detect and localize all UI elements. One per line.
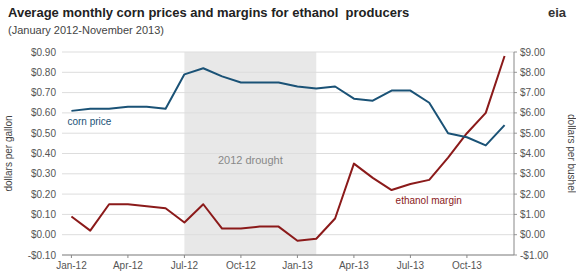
y2-tick-label: $7.00 xyxy=(520,87,545,98)
grid-line xyxy=(62,255,514,256)
grid-line xyxy=(62,112,514,113)
y-axis-label: dollars per gallon xyxy=(3,115,14,191)
logo: eia xyxy=(548,5,567,20)
y-tick-label: $0.40 xyxy=(31,148,56,159)
x-tick-label: Jul-13 xyxy=(397,260,425,271)
y-tick-label: $0.10 xyxy=(31,209,56,220)
x-tick-label: Apr-12 xyxy=(113,260,143,271)
x-tick-label: Apr-13 xyxy=(339,260,369,271)
x-tick-label: Jan-13 xyxy=(282,260,313,271)
title: Average monthly corn prices and margins … xyxy=(8,5,409,20)
y2-tick-label: $6.00 xyxy=(520,107,545,118)
x-tick xyxy=(71,255,72,258)
y2-tick-label: -$1.00 xyxy=(520,250,549,261)
x-tick-label: Oct-12 xyxy=(226,260,256,271)
y2-tick-label: $2.00 xyxy=(520,189,545,200)
y-tick-label: $0.90 xyxy=(31,47,56,58)
series-label: ethanol margin xyxy=(396,195,462,206)
y2-tick-label: $5.00 xyxy=(520,128,545,139)
grid-line xyxy=(62,52,514,53)
y-tick-label: $0.30 xyxy=(31,168,56,179)
y2-tick-label: $4.00 xyxy=(520,148,545,159)
y-tick-label: $0.60 xyxy=(31,107,56,118)
chart: Average monthly corn prices and margins … xyxy=(0,0,576,279)
y2-tick-label: $0.00 xyxy=(520,229,545,240)
y2-tick-label: $9.00 xyxy=(520,47,545,58)
y-tick-label: -$0.10 xyxy=(28,250,57,261)
x-tick-label: Oct-13 xyxy=(452,260,482,271)
y2-tick-label: $3.00 xyxy=(520,168,545,179)
y-tick-label: $0.50 xyxy=(31,128,56,139)
x-tick xyxy=(127,255,128,258)
x-axis xyxy=(62,255,514,256)
lines xyxy=(71,56,504,241)
x-tick xyxy=(466,255,467,258)
series-label: corn price xyxy=(67,116,111,127)
y2-tick-label: $8.00 xyxy=(520,67,545,78)
x-tick xyxy=(410,255,411,258)
series-line xyxy=(71,68,504,145)
y-tick-label: $0.70 xyxy=(31,87,56,98)
x-tick xyxy=(240,255,241,258)
x-tick-label: Jan-12 xyxy=(56,260,87,271)
y2-axis xyxy=(514,52,515,255)
y2-axis-label: dollars per bushel xyxy=(566,114,576,193)
x-tick xyxy=(184,255,185,258)
y-tick-label: $0.80 xyxy=(31,67,56,78)
y-tick-label: $0.20 xyxy=(31,189,56,200)
x-tick-label: Jul-12 xyxy=(171,260,199,271)
subtitle: (January 2012-November 2013) xyxy=(8,24,164,36)
x-tick xyxy=(353,255,354,258)
y-tick-label: $0.00 xyxy=(31,229,56,240)
grid-line xyxy=(62,133,514,134)
series-line xyxy=(71,56,504,241)
grid-line xyxy=(62,173,514,174)
x-tick xyxy=(297,255,298,258)
y2-tick-label: $1.00 xyxy=(520,209,545,220)
grid-line xyxy=(62,92,514,93)
grid-line xyxy=(62,72,514,73)
grid-line xyxy=(62,214,514,215)
shade-label: 2012 drought xyxy=(218,154,283,166)
grid-line xyxy=(62,153,514,154)
